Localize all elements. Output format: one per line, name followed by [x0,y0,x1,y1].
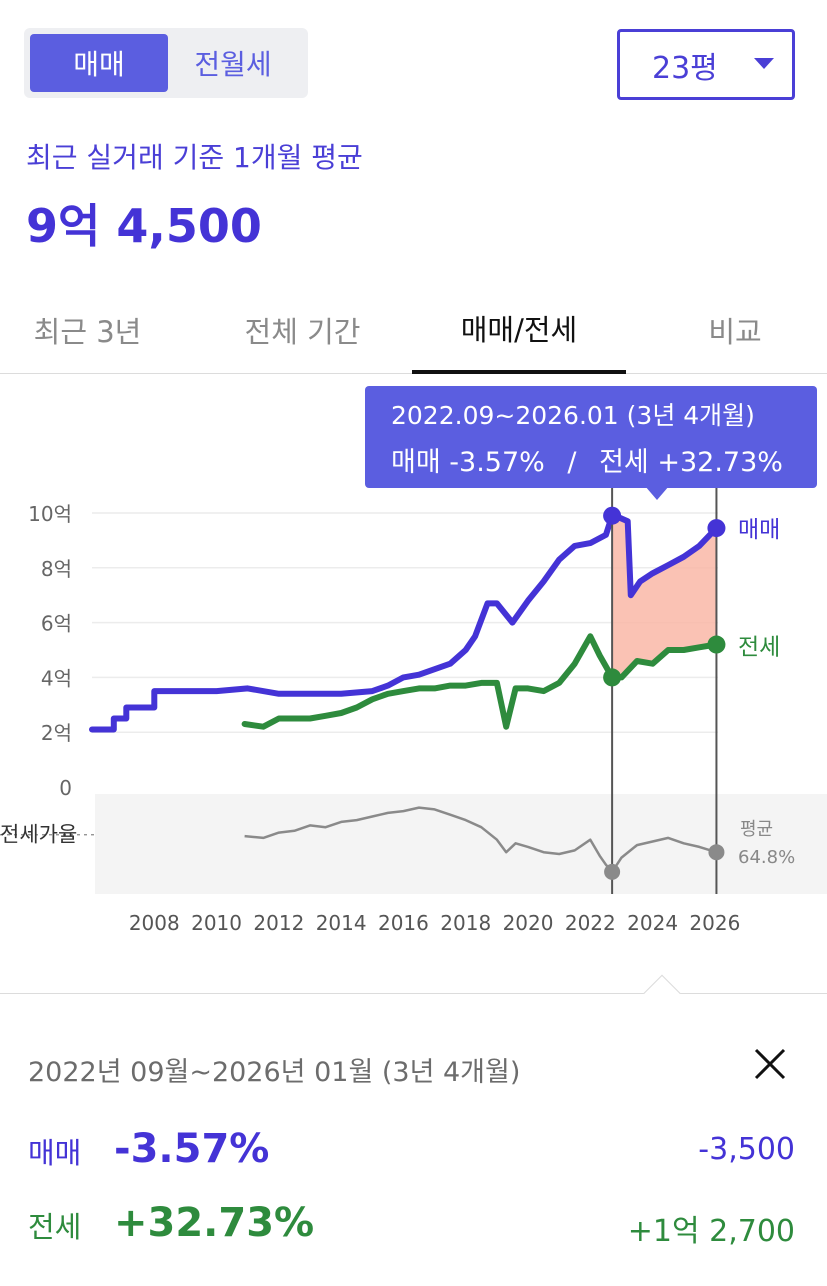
detail-jeonse-pct: +32.73% [114,1200,315,1246]
size-dropdown[interactable]: 23평 [617,29,795,100]
y-tick-label: 10억 [28,502,72,526]
ratio-point [604,863,621,880]
x-tick-label: 2014 [316,911,367,935]
jeonse-point [707,635,726,654]
tooltip-sale-label: 매매 [391,447,441,478]
tooltip-sale-change: -3.57% [449,447,545,478]
tab-all-period[interactable]: 전체 기간 [244,315,361,349]
selection-highlight [612,515,717,678]
ratio-line [244,806,717,874]
close-icon[interactable] [748,1042,792,1086]
detail-period: 2022년 09월~2026년 01월 (3년 4개월) [28,1057,521,1088]
period-tabs: 최근 3년 전체 기간 매매/전세 비교 [0,286,827,374]
chart-series [89,512,720,874]
x-tick-label: 2024 [627,911,678,935]
y-tick-label: 8억 [41,557,72,581]
tooltip-changes: 매매 -3.57% / 전세 +32.73% [391,440,783,479]
tooltip-arrow [645,486,669,500]
price-chart: 10억 8억 6억 4억 2억 0 2008 2010 2012 2014 2016 2018 2020… [0,374,827,994]
detail-jeonse-label: 전세 [28,1210,82,1244]
x-tick-label: 2012 [253,911,304,935]
x-tick-label: 2020 [503,911,554,935]
detail-jeonse-amount: +1억 2,700 [627,1214,795,1249]
chart-labels: 10억 8억 6억 4억 2억 0 2008 2010 2012 2014 2016 2018 2020… [0,502,795,935]
price-basis-label: 최근 실거래 기준 1개월 평균 [26,141,363,174]
tooltip-separator: / [567,447,577,478]
average-price: 9억 4,500 [26,199,262,253]
jeonse-line [241,633,720,730]
size-dropdown-value: 23평 [652,50,718,86]
detail-sale-label: 매매 [28,1136,82,1170]
jeonse-series-label: 전세 [738,635,780,661]
caret-down-icon [754,58,774,69]
x-tick-label: 2008 [129,911,180,935]
y-tick-label: 0 [59,776,72,800]
sale-point [603,506,622,525]
period-tooltip[interactable]: 2022.09~2026.01 (3년 4개월) 매매 -3.57% / 전세 … [365,386,817,500]
ratio-panel-background [95,794,827,894]
y-tick-label: 4억 [41,666,72,690]
x-tick-label: 2026 [689,911,740,935]
sale-tab-button[interactable]: 매매 [30,34,168,92]
detail-sale-amount: -3,500 [698,1132,795,1167]
ratio-point [708,844,725,861]
tooltip-period: 2022.09~2026.01 (3년 4개월) [391,401,755,430]
deal-type-toggle: 매매 전월세 [24,28,308,98]
sale-point [707,519,726,538]
selection-markers[interactable] [603,486,726,894]
ratio-label: 전세가율 [0,823,77,847]
y-tick-label: 6억 [41,612,72,636]
y-tick-label: 2억 [41,721,72,745]
sale-line [89,512,720,733]
tooltip-jeonse-label: 전세 [599,447,649,478]
sale-series-label: 매매 [738,517,780,543]
tab-recent-3y[interactable]: 최근 3년 [33,315,142,349]
rent-tab-button[interactable]: 전월세 [194,48,272,81]
x-tick-label: 2018 [440,911,491,935]
period-detail-panel: 2022년 09월~2026년 01월 (3년 4개월) 매매 -3.57% -… [0,974,827,1286]
tab-compare[interactable]: 비교 [708,315,762,349]
jeonse-point [603,668,622,687]
x-tick-label: 2010 [191,911,242,935]
detail-sale-pct: -3.57% [114,1126,270,1172]
price-chart-svg: 10억 8억 6억 4억 2억 0 2008 2010 2012 2014 2016 2018 2020… [0,486,827,935]
ratio-average-label: 평균 [740,819,773,840]
tooltip-jeonse-change: +32.73% [657,447,783,478]
x-tick-label: 2016 [378,911,429,935]
tab-sale-jeonse[interactable]: 매매/전세 [412,286,626,374]
ratio-average-value: 64.8% [738,847,795,868]
x-tick-label: 2022 [565,911,616,935]
